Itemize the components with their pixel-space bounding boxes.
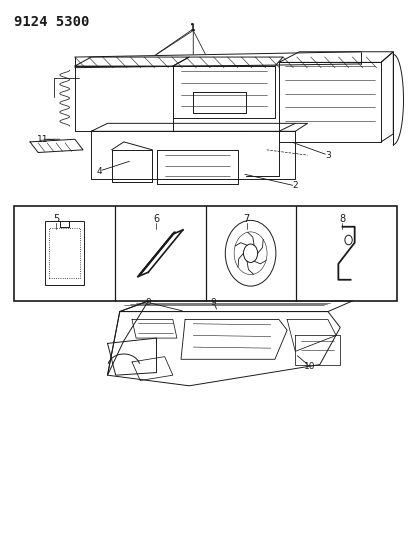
Text: 2: 2	[293, 181, 298, 190]
Text: 9: 9	[211, 298, 217, 307]
Text: 9124 5300: 9124 5300	[14, 14, 89, 29]
Text: 11: 11	[37, 135, 48, 144]
Bar	[45, 221, 84, 285]
Text: 4: 4	[97, 166, 102, 175]
Text: 6: 6	[153, 214, 159, 224]
Bar	[49, 228, 80, 278]
Text: 3: 3	[325, 151, 331, 160]
Text: 1: 1	[190, 23, 196, 33]
Text: 9: 9	[145, 298, 151, 307]
Text: 7: 7	[243, 214, 249, 224]
Text: 1: 1	[190, 25, 196, 34]
Bar	[14, 206, 397, 301]
Text: 10: 10	[304, 362, 315, 370]
Text: 5: 5	[53, 214, 60, 224]
Text: 8: 8	[339, 214, 346, 224]
Text: 1: 1	[190, 25, 196, 34]
